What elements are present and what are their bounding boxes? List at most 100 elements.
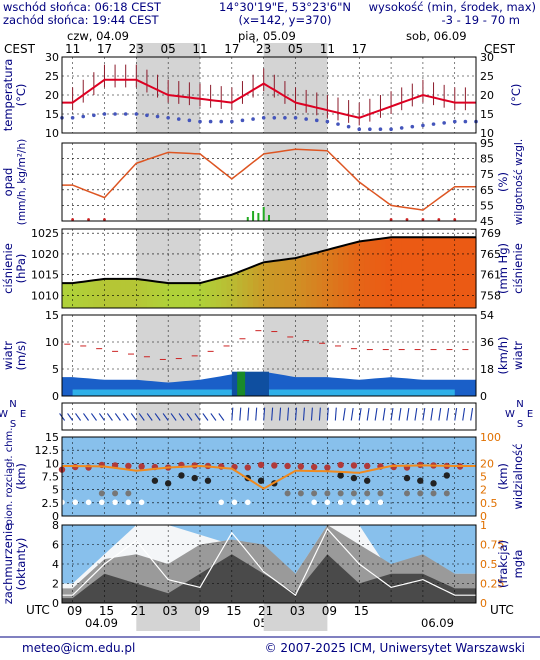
wind-tick-left: 5: [52, 363, 59, 376]
cloudbase-tick: 15: [45, 431, 59, 444]
pressure-fill: [120, 278, 127, 308]
cloud-low-point: [297, 490, 304, 497]
pressure-fill: [391, 237, 397, 308]
wind-direction-arrow: [202, 413, 209, 421]
wind-direction-arrow: [239, 407, 242, 421]
compass-label: S: [10, 419, 16, 430]
wind-direction-arrow: [310, 407, 313, 421]
pressure-fill: [364, 240, 371, 308]
wind-axis-label-right: wiatr: [511, 341, 525, 370]
precip-dot: [421, 218, 425, 221]
pressure-fill: [422, 237, 429, 308]
coords-text: 14°30'19"E, 53°23'6"N: [219, 0, 351, 14]
cloud-mid-point: [151, 477, 159, 484]
cloudbase-axis-label: pion. rozciągł. chm.: [4, 428, 15, 526]
humidity-tick: 45: [480, 215, 494, 228]
cloud-high-point: [363, 462, 371, 470]
pressure-fill: [242, 269, 249, 308]
wind-direction-arrow: [446, 407, 450, 421]
wind-direction-arrow: [462, 407, 466, 421]
temp-tick-right: 20: [480, 89, 494, 102]
dewpoint-point: [230, 119, 234, 124]
hour-label-top: 17: [352, 42, 367, 56]
hour-label-top: 11: [65, 42, 80, 56]
compass-label: W: [0, 409, 8, 420]
grid-text: (x=142, y=370): [238, 13, 331, 27]
day-top-3: sob, 06.09: [406, 29, 467, 43]
humidity-axis-unit: (%): [496, 172, 510, 192]
footer-copyright: © 2007-2025 ICM, Uniwersytet Warszawski: [265, 641, 525, 655]
compass-label: S: [517, 419, 523, 430]
wind-direction-arrow: [294, 407, 298, 421]
pressure-fill: [258, 263, 265, 308]
dewpoint-point: [336, 122, 340, 126]
humidity-axis-label: wilgotność wzgl.: [513, 139, 525, 225]
pressure-fill: [152, 281, 159, 308]
precip-dot: [71, 218, 75, 221]
pressure-fill: [178, 283, 185, 308]
wind-direction-arrow: [271, 407, 274, 421]
dewpoint-point: [442, 121, 446, 125]
wind-direction-arrow: [374, 407, 378, 421]
hour-label-top: 05: [161, 42, 176, 56]
cloud-base-point: [311, 499, 317, 506]
cloud-high-point: [390, 463, 397, 471]
cloud-mid-point: [443, 472, 451, 479]
pressure-fill: [99, 279, 106, 308]
wind-direction-arrow: [83, 413, 89, 421]
humidity-tick: 55: [480, 199, 494, 212]
wind-direction-arrow: [318, 407, 321, 421]
pressure-fill: [72, 282, 79, 308]
dewpoint-point: [92, 113, 96, 118]
cloudbase-tick: 2.5: [42, 497, 60, 510]
cloud-high-point: [244, 464, 251, 471]
cloud-low-point: [112, 490, 119, 497]
hour-label-bottom: 15: [226, 604, 241, 618]
wind-direction-arrow: [390, 407, 394, 421]
compass-label: E: [20, 409, 26, 420]
pressure-fill: [311, 253, 318, 308]
pressure-tick-right: 765: [480, 248, 501, 261]
visibility-frame: [61, 436, 477, 517]
pressure-fill: [136, 279, 143, 308]
cloud-low-point: [125, 490, 132, 497]
pressure-fill: [449, 237, 456, 308]
precip-axis-unit: (mm/h, kg/m²/h): [16, 139, 28, 225]
cloud-tick: 6: [52, 539, 59, 552]
dewpoint-point: [70, 116, 75, 120]
fog-tick: 0.5: [480, 558, 498, 571]
wind-direction-arrow: [170, 413, 177, 421]
wind-axis-unit-right: (km/h): [496, 337, 510, 375]
night-band: [136, 403, 200, 430]
pressure-line: [62, 236, 476, 285]
pressure-fill: [385, 237, 392, 308]
precip-bar: [252, 211, 255, 221]
temperature-frame: [61, 56, 477, 134]
cloud-base-point: [244, 499, 251, 506]
visibility-tick: 100: [480, 431, 501, 444]
pressure-fill: [295, 257, 302, 308]
wind-direction-arrow: [90, 413, 97, 421]
dewpoint-point: [283, 116, 287, 120]
cloud-axis-unit: (oktanty): [14, 538, 28, 591]
wind-direction-arrow: [279, 407, 282, 421]
pressure-axis-label: ciśnienie: [1, 243, 15, 294]
wind-direction-arrow: [210, 413, 217, 421]
night-band-bottom: [263, 603, 328, 631]
dewpoint-point: [166, 116, 170, 120]
cloud-low-point: [350, 490, 357, 497]
pressure-tick-left: 1025: [31, 227, 59, 240]
dewpoint-point: [113, 112, 117, 116]
pressure-fill: [380, 238, 387, 308]
pressure-fill: [332, 247, 339, 308]
fog-tick: 0.75: [480, 539, 505, 552]
pressure-fill: [417, 237, 424, 308]
elevation-label: wysokość (min, środek, max): [369, 0, 536, 14]
pressure-fill: [300, 256, 307, 308]
wind-direction-arrow: [326, 407, 329, 421]
cloud-mid-point: [178, 472, 185, 479]
footer-email[interactable]: meteo@icm.edu.pl: [22, 641, 135, 655]
dewpoint-point: [102, 112, 107, 116]
humidity-tick: 65: [480, 184, 494, 197]
